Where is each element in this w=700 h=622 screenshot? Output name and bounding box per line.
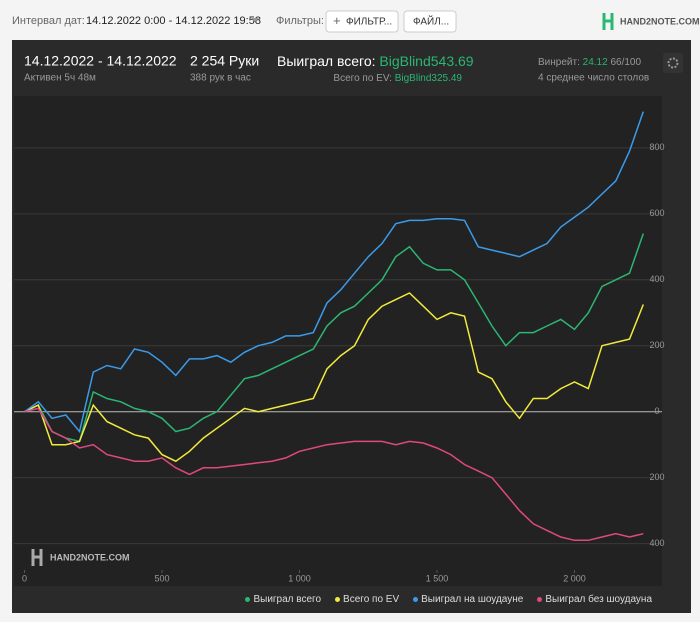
ev-value: BigBlind325.49 [395, 73, 463, 84]
hands: 2 254 Руки [190, 53, 259, 69]
won-label: Выиграл всего: [277, 53, 376, 69]
legend-marker [335, 596, 341, 602]
filter-button-label[interactable]: ФИЛЬТР... [346, 17, 392, 28]
x-tick-label: 1 500 [426, 573, 449, 583]
logo: HAND2NOTE.COM [620, 16, 700, 26]
x-tick-label: 2 000 [563, 573, 586, 583]
legend-item[interactable]: Выиграл на шоудауне [413, 594, 523, 605]
gear-icon[interactable] [667, 57, 679, 69]
legend-marker [537, 596, 543, 602]
plus-icon: + [333, 13, 341, 28]
hands-per-hour: 388 рук в час [190, 73, 251, 84]
file-button-label[interactable]: ФАЙЛ... [413, 15, 449, 28]
tables: 4 среднее число столов [538, 73, 649, 84]
legend: Выиграл всего Всего по EV Выиграл на шоуда… [12, 594, 652, 605]
y-tick-label: 200 [649, 340, 664, 350]
watermark: HAND2NOTE.COM [50, 552, 130, 562]
plot-area [14, 96, 662, 586]
legend-item[interactable]: Всего по EV [335, 594, 399, 605]
won-value: BigBlind543.69 [379, 53, 473, 69]
legend-label: Выиграл на шоудауне [421, 594, 524, 605]
ev-total: Всего по EV: BigBlind325.49 [333, 73, 462, 84]
won-total: Выиграл всего: BigBlind543.69 [277, 53, 474, 69]
x-tick-label: 0 [22, 573, 27, 583]
legend-label: Всего по EV [343, 594, 400, 605]
winrate-label: Винрейт: [538, 57, 580, 68]
series-line [24, 111, 645, 434]
y-tick-label: 600 [649, 208, 664, 218]
date-range[interactable]: 14.12.2022 0:00 - 14.12.2022 19:58 [86, 15, 261, 27]
legend-label: Выиграл всего [253, 594, 322, 605]
y-tick-label: 400 [649, 538, 664, 548]
y-tick-label: 800 [649, 142, 664, 152]
y-tick-label: 0 [654, 406, 659, 416]
dropdown-arrow[interactable] [251, 18, 259, 22]
settings-button[interactable] [663, 53, 683, 73]
legend-item[interactable]: Выиграл без шоудауна [537, 594, 652, 605]
series-line [24, 233, 645, 443]
winrate: Винрейт: 24.12 66/100 [538, 57, 641, 68]
watermark-icon [31, 549, 43, 566]
legend-marker [413, 596, 419, 602]
active-time: Активен 5ч 48м [24, 73, 96, 84]
legend-label: Выиграл без шоудауна [545, 594, 652, 605]
filters-label: Фильтры: [276, 15, 324, 27]
filter-button[interactable] [325, 10, 399, 33]
y-tick-label: 400 [649, 274, 664, 284]
y-tick-label: 200 [649, 472, 664, 482]
legend-item[interactable]: Выиграл всего [245, 594, 321, 605]
ev-label: Всего по EV: [333, 73, 392, 84]
series-line [24, 407, 644, 542]
x-tick-label: 500 [154, 573, 169, 583]
logo-icon [602, 13, 614, 30]
file-button[interactable] [403, 10, 457, 33]
period: 14.12.2022 - 14.12.2022 [24, 53, 177, 69]
x-tick-label: 1 000 [288, 573, 311, 583]
date-label: Интервал дат: [12, 15, 85, 27]
winrate-unit: 66/100 [610, 57, 641, 68]
legend-marker [245, 596, 251, 602]
winrate-value: 24.12 [583, 57, 608, 68]
series-line [24, 292, 644, 463]
chart: 400 200 0 200 400 600 800 0 500 1 000 1 500 2 000 [14, 111, 665, 583]
